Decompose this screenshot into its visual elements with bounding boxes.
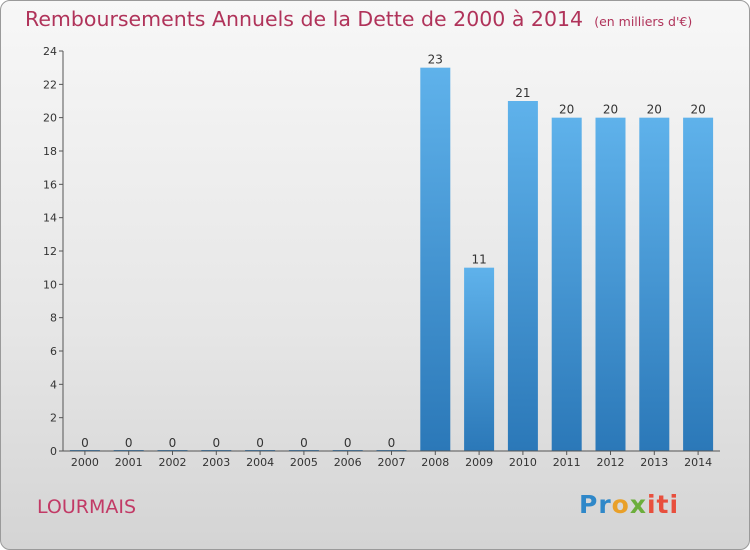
x-tick-label: 2006 [334,456,362,469]
data-label: 20 [647,103,662,117]
x-tick-label: 2008 [421,456,449,469]
x-tick-label: 2001 [115,456,143,469]
chart-unit: (en milliers d'€) [594,14,693,29]
x-tick-label: 2013 [640,456,668,469]
data-label: 0 [81,436,89,450]
proxiti-logo: Proxiti [579,490,679,519]
bar [595,117,626,452]
y-tick-label: 10 [43,278,57,291]
y-tick-label: 16 [43,178,57,191]
data-label: 21 [515,86,530,100]
y-tick-label: 20 [43,112,57,125]
x-tick-label: 2014 [684,456,712,469]
data-label: 0 [256,436,264,450]
logo-part: x [629,490,647,519]
x-tick-label: 2005 [290,456,318,469]
y-tick-label: 14 [43,212,57,225]
y-tick-label: 2 [50,412,57,425]
data-label: 0 [169,436,177,450]
data-label: 0 [344,436,352,450]
data-label: 20 [690,103,705,117]
x-tick-label: 2003 [202,456,230,469]
logo-part: iti [646,490,680,519]
data-label: 0 [212,436,220,450]
data-label: 23 [428,53,443,67]
y-tick-label: 24 [43,45,57,58]
data-label: 0 [300,436,308,450]
data-label: 20 [559,103,574,117]
bar [507,101,538,451]
x-tick-label: 2009 [465,456,493,469]
x-tick-label: 2002 [159,456,187,469]
y-tick-label: 18 [43,145,57,158]
y-tick-label: 0 [50,445,57,458]
data-label: 0 [388,436,396,450]
x-tick-label: 2000 [71,456,99,469]
x-tick-label: 2011 [553,456,581,469]
logo-part: o [611,490,630,519]
y-tick-label: 12 [43,245,57,258]
chart-title: Remboursements Annuels de la Dette de 20… [25,7,692,31]
bar [420,67,451,452]
commune-name: LOURMAIS [37,496,137,518]
data-label: 0 [125,436,133,450]
x-tick-label: 2007 [378,456,406,469]
y-tick-label: 8 [50,312,57,325]
x-tick-label: 2004 [246,456,274,469]
x-tick-label: 2012 [597,456,625,469]
bar [683,117,714,452]
bar [639,117,670,452]
data-label: 20 [603,103,618,117]
data-label: 11 [471,253,486,267]
chart-title-text: Remboursements Annuels de la Dette de 20… [25,7,584,31]
y-tick-label: 22 [43,78,57,91]
y-tick-label: 6 [50,345,57,358]
bar [464,267,495,451]
y-tick-label: 4 [50,378,57,391]
bar [551,117,582,452]
x-tick-label: 2010 [509,456,537,469]
logo-part: Pr [579,490,612,519]
